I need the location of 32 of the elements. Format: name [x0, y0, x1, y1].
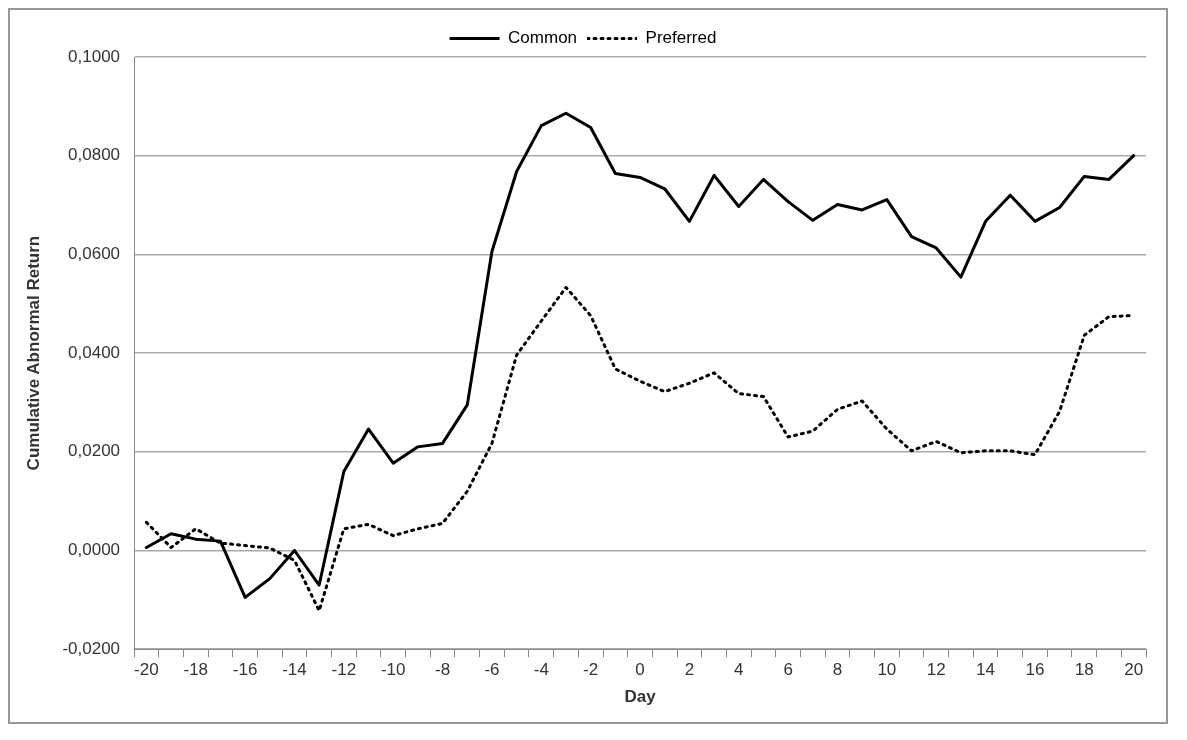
x-tick-label: -10	[380, 660, 406, 680]
x-tick-label: 0	[635, 660, 645, 680]
y-tick-label: 0,0600	[68, 244, 121, 264]
legend-label: Common	[508, 28, 578, 48]
x-tick-label: -20	[134, 660, 159, 680]
y-tick-label: 0,1000	[68, 46, 121, 66]
x-tick-label: 8	[832, 660, 843, 680]
x-tick-label: -4	[533, 660, 549, 680]
y-tick-label: 0,0800	[68, 145, 121, 165]
legend-label: Preferred	[645, 28, 717, 48]
y-tick-label: 0,0200	[68, 441, 121, 461]
x-tick-label: 10	[877, 660, 897, 680]
y-tick-label: -0,0200	[62, 638, 121, 658]
x-tick-label: 6	[783, 660, 793, 680]
x-axis-title: Day	[624, 687, 657, 707]
x-tick-label: 12	[926, 660, 946, 680]
x-tick-label: -12	[331, 660, 357, 680]
x-tick-label: -18	[183, 660, 209, 680]
x-tick-label: -16	[232, 660, 258, 680]
y-axis-title: Cumulative Abnormal Return	[23, 235, 43, 471]
x-tick-label: 4	[734, 660, 744, 680]
x-tick-label: -2	[583, 660, 599, 680]
x-tick-label: 14	[976, 660, 996, 680]
y-tick-label: 0,0000	[68, 540, 121, 560]
x-tick-label: -8	[435, 660, 451, 680]
x-tick-label: 2	[684, 660, 695, 680]
x-tick-label: -14	[282, 660, 307, 680]
x-tick-label: 20	[1124, 660, 1144, 680]
y-tick-label: 0,0400	[68, 342, 121, 362]
x-tick-label: -6	[484, 660, 500, 680]
x-tick-label: 16	[1025, 660, 1045, 680]
x-tick-label: 18	[1074, 660, 1094, 680]
